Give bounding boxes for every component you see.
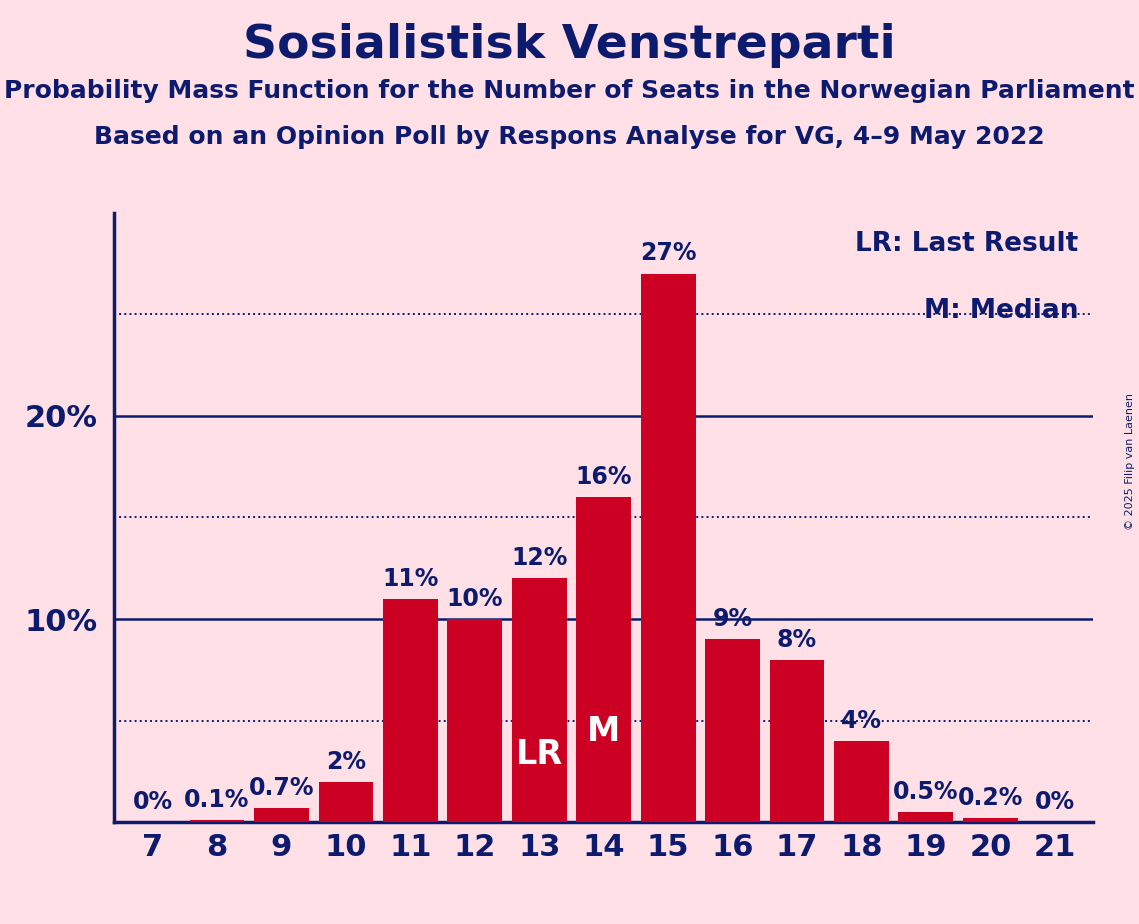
- Text: M: Median: M: Median: [924, 298, 1079, 324]
- Bar: [576, 497, 631, 822]
- Bar: [511, 578, 566, 822]
- Text: 0.7%: 0.7%: [248, 776, 314, 800]
- Text: 16%: 16%: [575, 465, 632, 489]
- Text: Probability Mass Function for the Number of Seats in the Norwegian Parliament: Probability Mass Function for the Number…: [5, 79, 1134, 103]
- Text: 2%: 2%: [326, 749, 366, 773]
- Text: 9%: 9%: [713, 607, 753, 631]
- Text: 10%: 10%: [446, 587, 503, 611]
- Text: 11%: 11%: [383, 566, 439, 590]
- Text: Based on an Opinion Poll by Respons Analyse for VG, 4–9 May 2022: Based on an Opinion Poll by Respons Anal…: [95, 125, 1044, 149]
- Bar: [448, 619, 502, 822]
- Text: LR: Last Result: LR: Last Result: [855, 231, 1079, 257]
- Text: Sosialistisk Venstreparti: Sosialistisk Venstreparti: [243, 23, 896, 68]
- Bar: [383, 599, 437, 822]
- Bar: [319, 782, 374, 822]
- Text: 8%: 8%: [777, 627, 817, 651]
- Text: M: M: [587, 715, 621, 748]
- Bar: [899, 812, 953, 822]
- Text: 0.5%: 0.5%: [893, 780, 959, 804]
- Bar: [705, 639, 760, 822]
- Bar: [189, 821, 245, 822]
- Text: 0%: 0%: [132, 790, 173, 814]
- Bar: [770, 660, 825, 822]
- Text: 4%: 4%: [842, 709, 882, 733]
- Bar: [254, 808, 309, 822]
- Text: 0.2%: 0.2%: [958, 786, 1023, 810]
- Text: 27%: 27%: [640, 241, 696, 265]
- Text: © 2025 Filip van Laenen: © 2025 Filip van Laenen: [1125, 394, 1134, 530]
- Text: 12%: 12%: [511, 546, 567, 570]
- Text: 0%: 0%: [1034, 790, 1075, 814]
- Text: LR: LR: [516, 737, 563, 771]
- Text: 0.1%: 0.1%: [185, 788, 249, 812]
- Bar: [641, 274, 696, 822]
- Bar: [962, 819, 1018, 822]
- Bar: [834, 741, 888, 822]
